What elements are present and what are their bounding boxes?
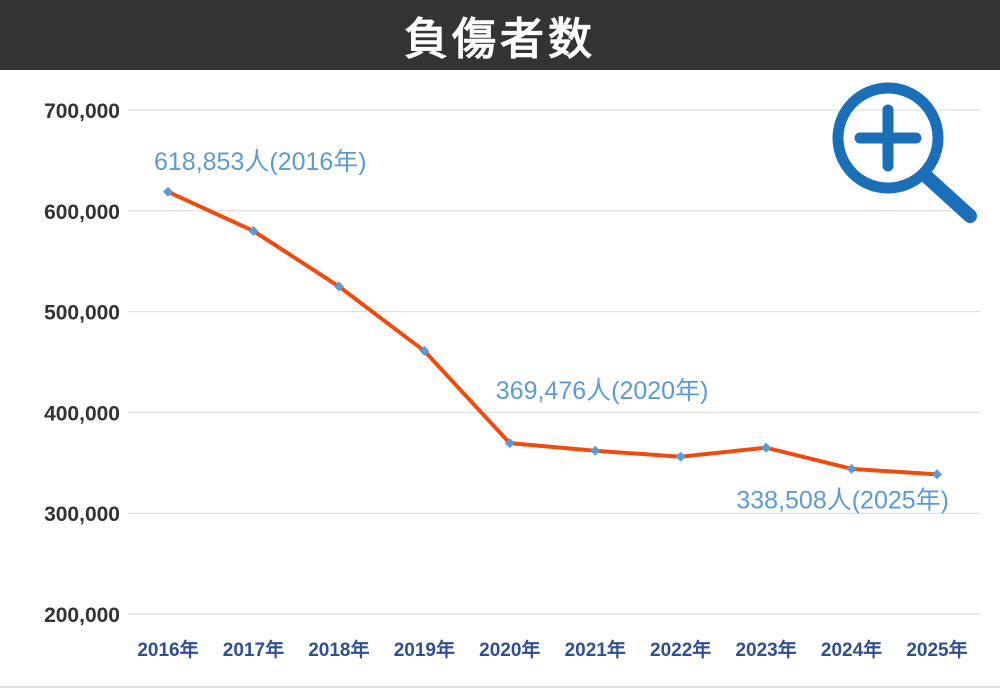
series-line-path xyxy=(167,189,938,477)
data-point xyxy=(504,438,515,449)
gridlines xyxy=(128,109,980,615)
data-label: 338,508人(2025年) xyxy=(736,486,949,514)
data-label: 618,853人(2016年) xyxy=(154,148,367,176)
y-tick-label: 400,000 xyxy=(44,402,120,425)
data-point xyxy=(675,451,686,462)
y-tick-label: 500,000 xyxy=(44,302,120,325)
y-axis-ticks: 700,000 600,000 500,000 400,000 300,000 200,0… xyxy=(44,100,120,627)
data-point xyxy=(761,442,772,453)
data-label: 369,476人(2020年) xyxy=(496,377,709,405)
y-tick-label: 300,000 xyxy=(44,503,120,526)
x-axis-ticks: 2016年 2017年 2018年 2019年 2020年 2021年 2022年 2023年… xyxy=(137,638,967,661)
series-line xyxy=(167,189,938,477)
x-tick-label: 2017年 xyxy=(223,638,284,661)
x-tick-label: 2018年 xyxy=(308,638,369,661)
chart-area: 700,000 600,000 500,000 400,000 300,000 200,0… xyxy=(0,70,1000,688)
data-point xyxy=(333,281,344,292)
data-point xyxy=(163,186,173,197)
x-tick-label: 2024年 xyxy=(821,638,882,661)
y-tick-label: 600,000 xyxy=(44,201,120,224)
data-point xyxy=(932,469,942,480)
x-tick-label: 2020年 xyxy=(479,638,540,661)
data-point xyxy=(846,463,857,474)
chart-header: 負傷者数 xyxy=(0,0,1000,70)
x-tick-label: 2025年 xyxy=(906,638,967,661)
annotations: 618,853人(2016年) 369,476人(2020年) 338,508人(2… xyxy=(154,148,949,515)
bottom-divider xyxy=(0,686,1000,688)
x-tick-label: 2022年 xyxy=(650,638,711,661)
data-point xyxy=(590,445,601,456)
zoom-in-magnifier-icon[interactable] xyxy=(832,82,977,223)
series-markers xyxy=(163,186,942,480)
y-tick-label: 200,000 xyxy=(44,604,120,627)
x-tick-label: 2021年 xyxy=(565,638,626,661)
page-title: 負傷者数 xyxy=(404,14,596,65)
x-tick-label: 2019年 xyxy=(394,638,455,661)
y-tick-label: 700,000 xyxy=(44,100,120,123)
x-tick-label: 2023年 xyxy=(735,638,796,661)
data-point xyxy=(248,225,259,236)
line-chart: 700,000 600,000 500,000 400,000 300,000 200,0… xyxy=(44,82,980,661)
data-point xyxy=(419,345,430,356)
x-tick-label: 2016年 xyxy=(137,638,198,661)
